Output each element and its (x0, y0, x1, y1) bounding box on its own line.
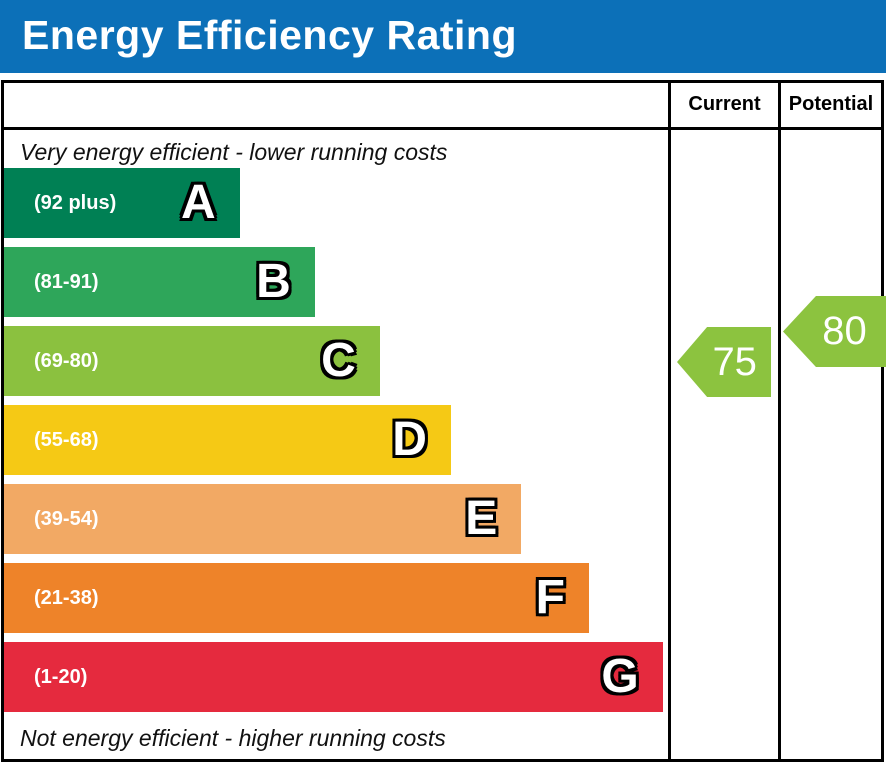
band-letter: F (535, 571, 565, 624)
band-F: (21-38) F (4, 563, 589, 633)
bottom-note: Not energy efficient - higher running co… (20, 725, 446, 751)
band-range-label: (21-38) (34, 586, 99, 609)
band-letter: B (256, 255, 291, 308)
band-letter: A (181, 176, 216, 229)
band-letter: C (321, 334, 356, 387)
band-letter: E (465, 492, 498, 545)
column-header-potential: Potential (778, 83, 881, 130)
band-G: (1-20) G (4, 642, 663, 712)
band-letter: G (601, 650, 639, 703)
current-rating-value: 75 (712, 339, 757, 384)
potential-rating-value: 80 (822, 309, 867, 353)
current-rating-arrow: 75 (677, 327, 771, 397)
band-range-label: (69-80) (34, 349, 99, 372)
band-A: (92 plus) A (4, 168, 240, 238)
band-range-label: (1-20) (34, 665, 88, 688)
band-D: (55-68) D (4, 405, 451, 475)
rating-table: Current Potential Very energy efficient … (1, 80, 886, 762)
title-bar: Energy Efficiency Rating (0, 0, 886, 73)
bands-container: (92 plus) A (81-91) B (69-80) C (55-68) D (39-54… (4, 168, 668, 712)
band-range-label: (81-91) (34, 270, 99, 293)
band-range-label: (39-54) (34, 507, 99, 530)
page-title: Energy Efficiency Rating (22, 12, 518, 58)
top-note: Very energy efficient - lower running co… (20, 139, 448, 165)
current-column: 75 (668, 130, 778, 759)
band-range-label: (92 plus) (34, 191, 117, 214)
band-E: (39-54) E (4, 484, 522, 554)
band-range-label: (55-68) (34, 428, 99, 451)
potential-rating-arrow: 80 (783, 296, 886, 367)
band-C: (69-80) C (4, 326, 380, 396)
header-spacer-cell (4, 83, 668, 130)
band-B: (81-91) B (4, 247, 315, 317)
band-chart-area: Very energy efficient - lower running co… (4, 130, 668, 759)
potential-column: 80 (778, 130, 886, 759)
column-header-current: Current (668, 83, 778, 130)
band-letter: D (392, 413, 427, 466)
